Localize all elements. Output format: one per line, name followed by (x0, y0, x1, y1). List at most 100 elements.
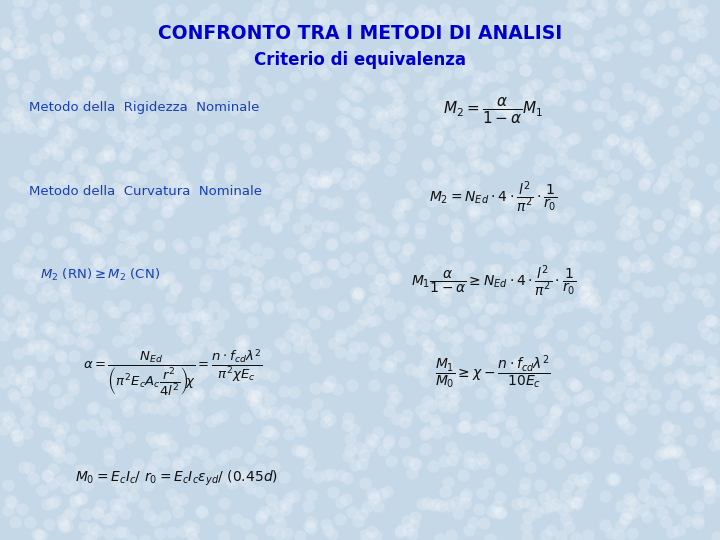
Point (563, 523, 575, 532)
Point (295, 199, 307, 207)
Point (119, 187, 130, 196)
Point (622, 215, 634, 224)
Point (495, 24, 507, 33)
Point (289, 309, 300, 318)
Point (181, 83, 193, 92)
Point (419, 376, 431, 385)
Point (358, 314, 369, 323)
Point (588, 335, 600, 344)
Point (310, 16, 322, 24)
Point (548, 127, 559, 136)
Point (40, 120, 51, 129)
Point (258, 508, 269, 516)
Point (669, 161, 680, 170)
Point (43, 90, 55, 98)
Point (673, 147, 685, 156)
Point (9, 375, 20, 383)
Point (640, 69, 652, 77)
Point (708, 441, 719, 450)
Point (582, 191, 593, 200)
Point (346, 170, 358, 179)
Point (245, 454, 256, 462)
Point (334, 330, 346, 339)
Point (215, 515, 226, 523)
Point (511, 500, 523, 508)
Point (472, 129, 484, 137)
Point (12, 114, 24, 123)
Text: CONFRONTO TRA I METODI DI ANALISI: CONFRONTO TRA I METODI DI ANALISI (158, 24, 562, 43)
Point (444, 284, 455, 293)
Point (439, 488, 451, 496)
Point (283, 300, 294, 308)
Point (626, 497, 637, 505)
Point (577, 392, 589, 401)
Point (197, 54, 208, 63)
Point (161, 275, 173, 284)
Point (65, 309, 76, 318)
Point (572, 433, 583, 441)
Point (584, 70, 595, 78)
Point (572, 100, 584, 109)
Point (27, 345, 39, 353)
Point (192, 411, 203, 420)
Point (251, 281, 262, 289)
Point (67, 435, 78, 444)
Point (390, 45, 401, 54)
Point (359, 479, 371, 488)
Point (524, 359, 536, 368)
Point (706, 366, 717, 375)
Point (545, 502, 557, 511)
Point (113, 171, 125, 179)
Point (288, 492, 300, 501)
Point (13, 0, 24, 6)
Point (471, 79, 482, 88)
Point (53, 453, 64, 461)
Point (394, 201, 405, 210)
Point (381, 487, 392, 495)
Point (640, 458, 652, 467)
Point (147, 461, 158, 469)
Point (595, 179, 607, 187)
Point (7, 389, 19, 398)
Point (103, 449, 114, 457)
Point (73, 310, 85, 319)
Point (148, 437, 160, 446)
Point (469, 207, 481, 216)
Point (486, 428, 498, 436)
Point (551, 404, 562, 413)
Point (621, 346, 633, 355)
Point (434, 255, 446, 264)
Point (8, 177, 19, 186)
Point (269, 408, 280, 416)
Point (409, 26, 420, 35)
Point (321, 176, 333, 184)
Point (378, 333, 390, 342)
Point (325, 199, 337, 208)
Point (714, 89, 720, 97)
Point (163, 206, 174, 215)
Point (345, 327, 356, 335)
Point (497, 89, 508, 97)
Point (453, 377, 464, 386)
Point (445, 318, 456, 326)
Point (564, 449, 576, 458)
Point (294, 532, 305, 540)
Point (435, 16, 446, 24)
Point (50, 386, 61, 394)
Point (112, 274, 124, 283)
Point (580, 19, 592, 28)
Point (139, 535, 150, 540)
Point (89, 235, 100, 244)
Point (567, 346, 578, 355)
Point (145, 54, 156, 63)
Point (161, 399, 173, 408)
Point (692, 519, 703, 528)
Point (434, 395, 446, 404)
Point (365, 434, 377, 443)
Point (346, 380, 357, 389)
Point (570, 82, 581, 90)
Point (420, 360, 431, 369)
Point (523, 94, 534, 103)
Point (189, 524, 200, 532)
Point (199, 10, 211, 19)
